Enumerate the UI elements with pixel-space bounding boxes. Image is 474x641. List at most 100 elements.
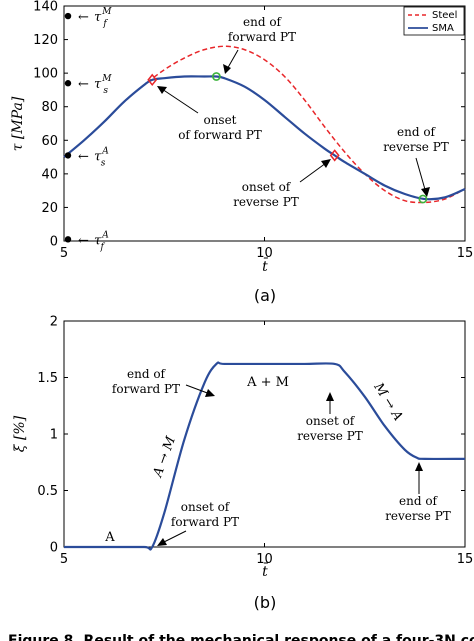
panel-b-y-tick-label: 2 bbox=[50, 315, 58, 330]
side-point-symbol: τ bbox=[94, 10, 102, 25]
side-point-arrow: ← bbox=[78, 149, 89, 164]
side-point-sup: A bbox=[101, 230, 109, 240]
panel-b-y-tick-label: 0.5 bbox=[37, 484, 58, 499]
annotation-end-forward-a: end of forward PT bbox=[223, 15, 296, 74]
side-point-dot bbox=[64, 12, 72, 20]
annotation-end-reverse-a: end of reverse PT bbox=[383, 125, 449, 197]
panel-b-series-0-line bbox=[64, 361, 466, 551]
panel-a-y-axis-label: τ [MPa] bbox=[10, 96, 26, 151]
side-point-symbol: τ bbox=[94, 149, 102, 164]
marker-circle bbox=[418, 194, 428, 204]
arrow-head bbox=[421, 187, 430, 197]
annotation-onset-reverse-a: onset of reverse PT bbox=[233, 159, 331, 209]
annotation-end-forward-b: end of forward PT bbox=[112, 367, 215, 397]
panel-a-y-tick-label: 20 bbox=[41, 201, 58, 216]
side-point-dot bbox=[64, 236, 72, 243]
annotation-line: of forward PT bbox=[178, 128, 262, 142]
side-point: ← τA f bbox=[64, 230, 109, 252]
panel-b-x-tick-label: 10 bbox=[256, 552, 273, 567]
legend-sma-label: SMA bbox=[432, 23, 454, 34]
annotation-line: forward PT bbox=[112, 382, 180, 396]
side-point: ← τA s bbox=[64, 146, 109, 168]
side-point-sub: s bbox=[103, 86, 108, 96]
annotation-line: end of bbox=[397, 125, 437, 139]
region-label-a: A bbox=[104, 530, 115, 545]
panel-b-x-ticks: 5 10 15 bbox=[60, 321, 473, 567]
marker-diamond bbox=[329, 149, 340, 162]
annotation-line: onset of bbox=[242, 180, 292, 194]
side-point-label: τM f bbox=[94, 7, 112, 29]
panel-b-x-tick-label: 5 bbox=[60, 552, 68, 567]
side-point-arrow: ← bbox=[78, 10, 89, 25]
arrow-line bbox=[185, 384, 211, 395]
panel-b-y-tick-label: 1 bbox=[50, 428, 58, 443]
arrow-head bbox=[157, 538, 167, 546]
side-point: ← τM f bbox=[64, 7, 112, 29]
side-point-arrow: ← bbox=[78, 77, 89, 92]
annotation-line: end of bbox=[399, 494, 439, 508]
panel-a-y-tick-label: 60 bbox=[41, 134, 58, 149]
marker-circle bbox=[211, 72, 221, 81]
panel-a-series bbox=[63, 45, 466, 204]
annotation-line: onset bbox=[203, 113, 236, 127]
panel-a-series-sma-line bbox=[63, 75, 466, 201]
marker-diamond bbox=[147, 73, 158, 87]
annotation-end-reverse-b: end of reverse PT bbox=[385, 462, 451, 523]
side-point-arrow: ← bbox=[78, 233, 89, 248]
panel-b-x-tick-label: 15 bbox=[457, 552, 474, 567]
annotation-onset-forward-b: onset of forward PT bbox=[157, 500, 239, 546]
arrow-head bbox=[223, 64, 231, 74]
annotation-line: reverse PT bbox=[233, 195, 299, 209]
annotation-line: forward PT bbox=[228, 30, 296, 44]
side-point: ← τM s bbox=[64, 74, 112, 96]
annotation-line: reverse PT bbox=[383, 140, 449, 154]
annotation-line: reverse PT bbox=[385, 509, 451, 523]
panel-b: 00.511.52 5 10 15 ξ [%] t̄ (b) A A + M A →… bbox=[12, 315, 473, 613]
side-point-sup: M bbox=[101, 74, 112, 84]
panel-a-y-tick-label: 140 bbox=[33, 0, 58, 15]
panel-a-x-tick-label: 10 bbox=[256, 246, 273, 261]
panel-a-y-tick-label: 0 bbox=[50, 235, 58, 250]
annotation-line: onset of bbox=[306, 414, 356, 428]
panel-b-y-ticks: 0 0.5 1 1.5 2 bbox=[37, 315, 465, 556]
panel-b-series bbox=[64, 361, 466, 551]
panel-a-y-ticks: 0 20 40 60 80 100 120 140 bbox=[33, 0, 465, 250]
arrow-head bbox=[157, 86, 167, 94]
side-point-sub: f bbox=[100, 242, 106, 252]
legend-steel-label: Steel bbox=[432, 10, 457, 21]
panel-a-legend: Steel SMA bbox=[403, 6, 465, 36]
arrow-line bbox=[415, 157, 427, 194]
annotation-line: reverse PT bbox=[297, 429, 363, 443]
panel-b-y-tick-label: 0 bbox=[50, 541, 58, 556]
panel-a-x-tick-label: 5 bbox=[60, 246, 68, 261]
arrow-line bbox=[299, 162, 327, 183]
arrow-head bbox=[321, 159, 331, 168]
arrow-line bbox=[161, 530, 187, 544]
side-point-symbol: τ bbox=[94, 77, 102, 92]
panel-a-y-tick-label: 80 bbox=[41, 100, 58, 115]
panel-b-x-axis-label: t̄ bbox=[262, 562, 269, 580]
annotation-onset-reverse-b: onset of reverse PT bbox=[297, 392, 363, 443]
annotation-line: forward PT bbox=[171, 515, 239, 529]
side-point-dot bbox=[64, 80, 72, 87]
panel-a-y-tick-label: 120 bbox=[33, 33, 58, 48]
panel-a-markers bbox=[147, 72, 428, 204]
arrow-head bbox=[326, 392, 334, 401]
side-point-dot bbox=[64, 152, 72, 159]
side-point-sup: A bbox=[101, 146, 109, 156]
arrow-line bbox=[161, 88, 199, 114]
annotation-onset-forward-a: onset of forward PT bbox=[157, 86, 262, 142]
panel-a-x-axis-label: t̄ bbox=[262, 257, 269, 275]
annotation-line: end of bbox=[127, 367, 167, 381]
panel-a-caption: (a) bbox=[254, 286, 276, 305]
figure-caption-fragment: Figure 8. Result of the mechanical respo… bbox=[8, 633, 474, 641]
panel-a-y-tick-label: 100 bbox=[33, 67, 58, 82]
side-point-sub: f bbox=[102, 19, 108, 29]
legend-box bbox=[403, 6, 465, 36]
side-point-label: τM s bbox=[94, 74, 112, 96]
arrow-head bbox=[415, 462, 423, 471]
arrow-head bbox=[205, 389, 215, 397]
region-label-a-plus-m: A + M bbox=[246, 375, 289, 390]
